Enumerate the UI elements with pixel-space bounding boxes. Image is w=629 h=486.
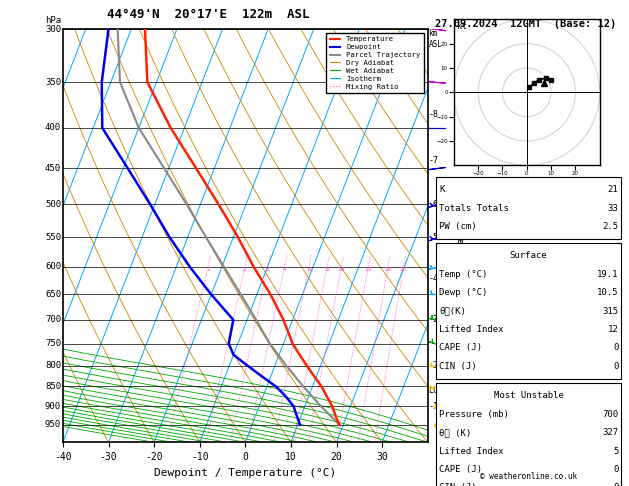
Text: 700: 700 [45, 315, 61, 324]
Text: CAPE (J): CAPE (J) [439, 465, 482, 474]
Text: Surface: Surface [510, 251, 547, 260]
X-axis label: Dewpoint / Temperature (°C): Dewpoint / Temperature (°C) [154, 468, 337, 478]
Text: CIN (J): CIN (J) [439, 362, 477, 371]
Text: 0: 0 [613, 362, 618, 371]
Text: 27.09.2024  12GMT  (Base: 12): 27.09.2024 12GMT (Base: 12) [435, 19, 616, 30]
Text: 3: 3 [266, 267, 270, 272]
Text: -5: -5 [428, 233, 438, 242]
Text: 700: 700 [602, 410, 618, 418]
Text: Totals Totals: Totals Totals [439, 204, 509, 212]
Text: 2: 2 [243, 267, 247, 272]
Text: kt: kt [457, 22, 467, 32]
Text: Dewp (°C): Dewp (°C) [439, 288, 487, 297]
Text: Mixing Ratio (g/kg): Mixing Ratio (g/kg) [457, 188, 466, 283]
Text: 10: 10 [338, 267, 345, 272]
Text: 650: 650 [45, 290, 61, 299]
Text: -8: -8 [428, 110, 438, 119]
Text: CIN (J): CIN (J) [439, 484, 477, 486]
Text: θᴄ (K): θᴄ (K) [439, 428, 471, 437]
Text: 2.5: 2.5 [602, 222, 618, 231]
Text: -1: -1 [428, 401, 438, 411]
Text: LCL: LCL [428, 386, 443, 395]
Text: 450: 450 [45, 164, 61, 173]
Text: 0: 0 [613, 465, 618, 474]
Text: 12: 12 [608, 325, 618, 334]
Text: 25: 25 [400, 267, 408, 272]
Text: Temp (°C): Temp (°C) [439, 270, 487, 278]
Text: 315: 315 [602, 307, 618, 315]
Text: km
ASL: km ASL [428, 29, 442, 49]
Text: 5: 5 [613, 447, 618, 455]
Text: -6: -6 [428, 200, 438, 209]
Text: 600: 600 [45, 262, 61, 272]
Text: Lifted Index: Lifted Index [439, 447, 504, 455]
Text: -2: -2 [428, 361, 438, 370]
Text: 0: 0 [613, 484, 618, 486]
Text: 20: 20 [384, 267, 392, 272]
Text: CAPE (J): CAPE (J) [439, 344, 482, 352]
Text: 750: 750 [45, 339, 61, 348]
Text: 800: 800 [45, 361, 61, 370]
Text: 327: 327 [602, 428, 618, 437]
Text: hPa: hPa [45, 16, 61, 25]
Text: 300: 300 [45, 25, 61, 34]
Text: 0: 0 [613, 344, 618, 352]
Text: θᴄ(K): θᴄ(K) [439, 307, 466, 315]
Text: 1: 1 [206, 267, 210, 272]
Text: Lifted Index: Lifted Index [439, 325, 504, 334]
Text: 400: 400 [45, 123, 61, 132]
Text: © weatheronline.co.uk: © weatheronline.co.uk [480, 472, 577, 481]
Text: K: K [439, 185, 445, 194]
Text: 550: 550 [45, 233, 61, 242]
Text: 500: 500 [45, 200, 61, 209]
Text: 21: 21 [608, 185, 618, 194]
Text: 44°49'N  20°17'E  122m  ASL: 44°49'N 20°17'E 122m ASL [107, 8, 309, 21]
Text: 33: 33 [608, 204, 618, 212]
Text: 850: 850 [45, 382, 61, 391]
Text: 350: 350 [45, 78, 61, 87]
Text: 15: 15 [365, 267, 372, 272]
Text: 10.5: 10.5 [597, 288, 618, 297]
Text: 6: 6 [307, 267, 311, 272]
Legend: Temperature, Dewpoint, Parcel Trajectory, Dry Adiabat, Wet Adiabat, Isotherm, Mi: Temperature, Dewpoint, Parcel Trajectory… [326, 33, 424, 93]
Text: 19.1: 19.1 [597, 270, 618, 278]
Text: Pressure (mb): Pressure (mb) [439, 410, 509, 418]
Text: 900: 900 [45, 401, 61, 411]
Text: 4: 4 [282, 267, 286, 272]
Text: -4: -4 [428, 274, 438, 283]
Text: 950: 950 [45, 420, 61, 429]
Text: Most Unstable: Most Unstable [494, 391, 564, 400]
Text: 8: 8 [325, 267, 329, 272]
Text: -3: -3 [428, 315, 438, 324]
Text: PW (cm): PW (cm) [439, 222, 477, 231]
Text: -7: -7 [428, 156, 438, 165]
